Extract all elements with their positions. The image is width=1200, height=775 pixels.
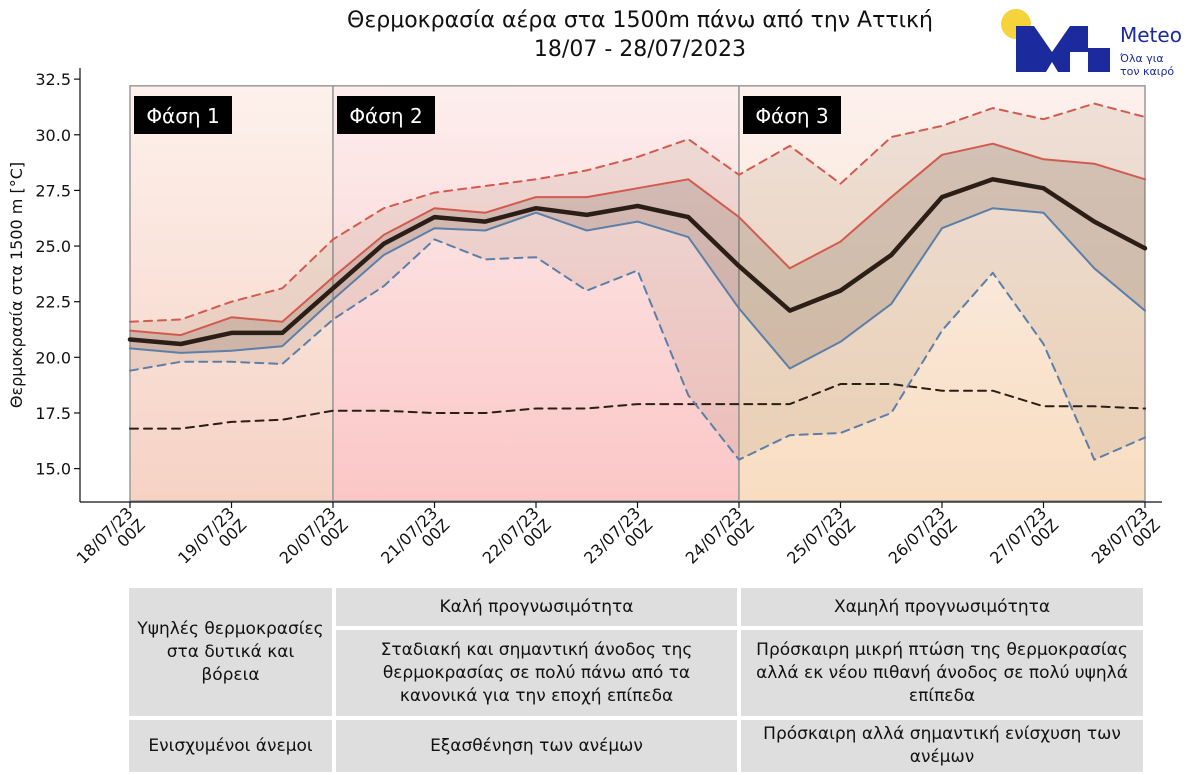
series-line-p75 (129, 142, 1146, 337)
table-cell-r2c3: Πρόσκαιρη μικρή πτώση της θερμοκρασίας α… (741, 630, 1143, 716)
logo-m-icon (1016, 26, 1110, 72)
phase-band-2 (332, 85, 740, 502)
chart-subtitle: 18/07 - 28/07/2023 (534, 37, 746, 62)
y-tick-label: 25.0 (35, 237, 71, 256)
logo-name: Meteo (1120, 23, 1182, 47)
y-tick-label: 32.5 (35, 70, 71, 89)
min-max-band (130, 103, 1145, 460)
y-tick-label: 17.5 (35, 404, 71, 423)
series-line-mean (127, 177, 1148, 347)
phase-label-2: Φάση 2 (337, 96, 435, 134)
phase-label-text: Φάση 3 (755, 104, 828, 128)
y-tick-label: 15.0 (35, 460, 71, 479)
phase-band-1 (129, 85, 334, 502)
y-tick-label: 20.0 (35, 348, 71, 367)
table-cell-r1c1: Υψηλές θερμοκρασίες στα δυτικά και βόρει… (129, 588, 332, 716)
spread-bands (130, 103, 1145, 460)
logo-tagline-1: Όλα για (1119, 52, 1164, 65)
table-cell-r3c3: Πρόσκαιρη αλλά σημαντική ενίσχυση των αν… (741, 720, 1143, 772)
y-ticks: 15.0 17.5 20.0 22.5 25.0 27.5 30.0 32.5 (35, 70, 80, 479)
series-line-p25 (129, 207, 1146, 370)
table-cell-r1c2: Καλή προγνωσιμότητα (336, 588, 737, 626)
series-lines (127, 102, 1148, 461)
y-axis-label: Θερμοκρασία στα 1500 m [°C] (7, 162, 26, 408)
series-line-climatology (129, 383, 1146, 430)
phase-label-box (337, 96, 435, 134)
table-cell-r2c2: Σταδιακή και σημαντική άνοδος της θερμοκ… (336, 630, 737, 716)
phase-label-3: Φάση 3 (743, 96, 841, 134)
series-line-max (129, 102, 1146, 323)
table-cell-r3c1: Ενισχυμένοι άνεμοι (129, 720, 332, 772)
table-cell-r1c3: Χαμηλή προγνωσιμότητα (741, 588, 1143, 626)
y-tick-label: 22.5 (35, 293, 71, 312)
phase-label-text: Φάση 1 (146, 104, 219, 128)
meteo-logo: Meteo Όλα για τον καιρό (1001, 9, 1182, 78)
chart-title: Θερμοκρασία αέρα στα 1500m πάνω από την … (347, 8, 933, 33)
series-line-min (129, 238, 1146, 461)
table-cell-r3c2: Εξασθένηση των ανέμων (336, 720, 737, 772)
phase-label-box (134, 96, 232, 134)
phase-label-1: Φάση 1 (134, 96, 232, 134)
temperature-chart: Θερμοκρασία αέρα στα 1500m πάνω από την … (7, 8, 1182, 568)
phase-labels: Φάση 1 Φάση 2 Φάση 3 (134, 96, 841, 134)
interquartile-band (130, 143, 1145, 369)
y-tick-label: 27.5 (35, 181, 71, 200)
logo-tagline-2: τον καιρό (1120, 65, 1174, 78)
phase-label-text: Φάση 2 (349, 104, 422, 128)
y-tick-label: 30.0 (35, 126, 71, 145)
phase-label-box (743, 96, 841, 134)
